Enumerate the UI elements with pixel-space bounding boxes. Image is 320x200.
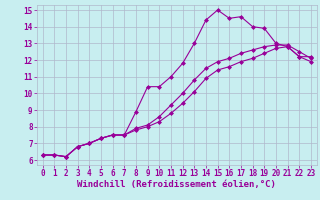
X-axis label: Windchill (Refroidissement éolien,°C): Windchill (Refroidissement éolien,°C) (77, 180, 276, 189)
